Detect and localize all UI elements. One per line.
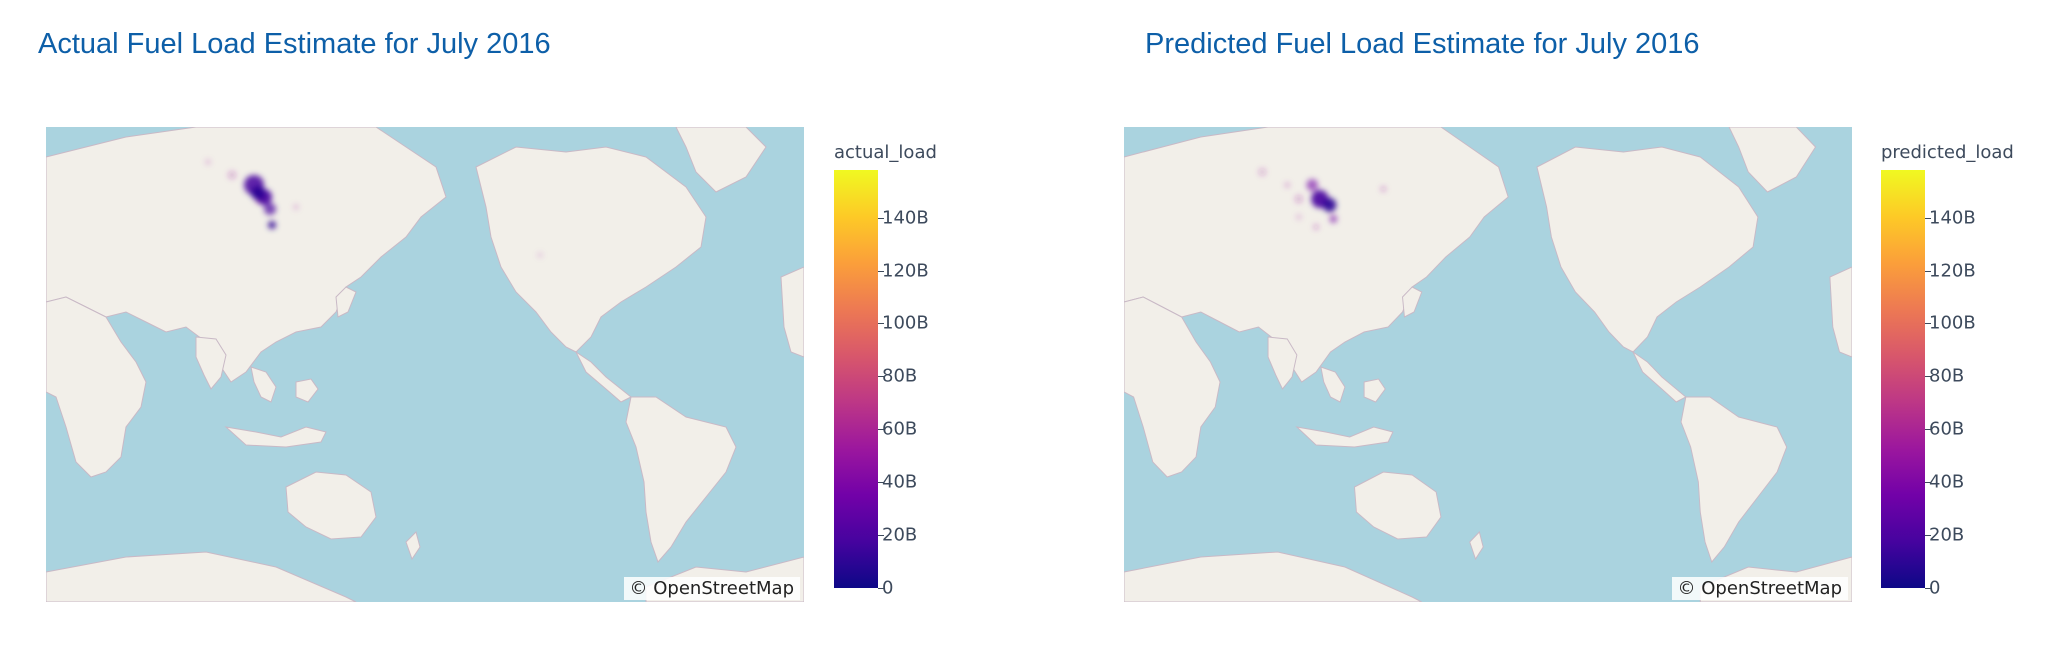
colorbar-tick-label: 0 bbox=[882, 577, 894, 599]
colorbar-tick-mark bbox=[878, 217, 884, 219]
colorbar-tick-mark bbox=[1925, 217, 1931, 219]
world-map-actual bbox=[46, 127, 804, 602]
colorbar-tick-mark bbox=[1925, 323, 1931, 325]
colorbar bbox=[1881, 170, 1925, 588]
colorbar-tick-mark bbox=[878, 270, 884, 272]
colorbar-tick-label: 80B bbox=[882, 365, 918, 387]
predicted-title: Predicted Fuel Load Estimate for July 20… bbox=[1145, 28, 1700, 60]
colorbar-tick-mark bbox=[878, 535, 884, 537]
map-attribution[interactable]: © OpenStreetMap bbox=[623, 577, 800, 600]
colorbar-tick-label: 140B bbox=[1929, 207, 1976, 229]
colorbar-tick-mark bbox=[878, 482, 884, 484]
colorbar-tick-label: 60B bbox=[882, 418, 918, 440]
colorbar-tick-mark bbox=[1925, 376, 1931, 378]
colorbar-tick-mark bbox=[1925, 270, 1931, 272]
colorbar-tick-mark bbox=[878, 429, 884, 431]
colorbar-tick-mark bbox=[878, 376, 884, 378]
colorbar-tick-mark bbox=[1925, 482, 1931, 484]
colorbar-tick-label: 60B bbox=[1929, 418, 1965, 440]
colorbar-tick-mark bbox=[1925, 535, 1931, 537]
colorbar-title: actual_load bbox=[834, 142, 937, 163]
colorbar-tick-label: 120B bbox=[882, 260, 929, 282]
colorbar-tick-label: 40B bbox=[1929, 471, 1965, 493]
actual-title: Actual Fuel Load Estimate for July 2016 bbox=[38, 28, 551, 60]
colorbar-tick-label: 40B bbox=[882, 471, 918, 493]
colorbar-tick-mark bbox=[1925, 429, 1931, 431]
colorbar-tick-label: 140B bbox=[882, 207, 929, 229]
density-points bbox=[1258, 168, 1387, 230]
colorbar-tick-mark bbox=[878, 323, 884, 325]
colorbar-title: predicted_load bbox=[1881, 142, 2014, 163]
land-masses bbox=[46, 127, 804, 602]
predicted-density-map[interactable]: © OpenStreetMap bbox=[1124, 127, 1852, 602]
world-map-predicted bbox=[1124, 127, 1852, 602]
colorbar-tick-label: 0 bbox=[1929, 577, 1941, 599]
colorbar-tick-label: 20B bbox=[882, 524, 918, 546]
colorbar-tick-label: 20B bbox=[1929, 524, 1965, 546]
colorbar-tick-label: 120B bbox=[1929, 260, 1976, 282]
colorbar-tick-label: 100B bbox=[1929, 312, 1976, 334]
colorbar-tick-label: 100B bbox=[882, 312, 929, 334]
colorbar bbox=[834, 170, 878, 588]
actual-density-map[interactable]: © OpenStreetMap bbox=[46, 127, 804, 602]
predicted-panel: Predicted Fuel Load Estimate for July 20… bbox=[1108, 0, 2050, 670]
density-points bbox=[205, 159, 543, 258]
land-masses bbox=[1124, 127, 1852, 602]
map-attribution[interactable]: © OpenStreetMap bbox=[1671, 577, 1848, 600]
colorbar-tick-mark bbox=[1925, 588, 1931, 589]
actual-panel: Actual Fuel Load Estimate for July 2016 bbox=[38, 28, 937, 602]
colorbar-tick-mark bbox=[878, 588, 884, 589]
colorbar-tick-label: 80B bbox=[1929, 365, 1965, 387]
